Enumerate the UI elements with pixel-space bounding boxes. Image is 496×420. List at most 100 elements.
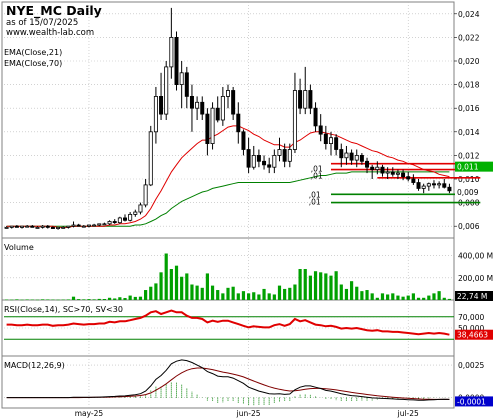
rsi-line xyxy=(6,309,450,336)
candle-body xyxy=(169,37,174,68)
volume-bar xyxy=(386,294,390,300)
candle-body xyxy=(380,166,385,174)
volume-bar xyxy=(154,283,158,300)
x-axis: may-25 jun-25 jul-25 xyxy=(75,409,419,418)
last-price-label-text: 0,009 xyxy=(457,188,479,197)
volume-last-label: 22,74 M xyxy=(455,291,493,301)
volume-bar xyxy=(360,291,364,300)
volume-bar xyxy=(241,291,246,300)
candle-body xyxy=(267,164,272,168)
chart-title: NYE_MC Daily xyxy=(6,3,102,19)
candle-body xyxy=(56,226,61,229)
legend-ema70: EMA(Close,70) xyxy=(4,59,62,68)
candle-body xyxy=(411,178,416,183)
candle-body xyxy=(365,160,370,168)
rsi-thresholds xyxy=(4,316,454,340)
volume-bar xyxy=(391,293,395,300)
volume-bar xyxy=(319,272,323,300)
candle-body xyxy=(287,149,292,162)
candle-body xyxy=(447,186,452,192)
candle-body xyxy=(241,131,246,150)
candle-body xyxy=(323,133,328,145)
volume-bar xyxy=(97,298,101,300)
volume-bar xyxy=(25,299,29,300)
candle-body xyxy=(395,172,400,175)
candle-body xyxy=(117,217,122,224)
volume-bar xyxy=(375,297,379,300)
candle-body xyxy=(179,72,184,86)
volume-bar xyxy=(185,273,189,300)
x-tick-label: jun-25 xyxy=(236,409,261,418)
volume-bar xyxy=(298,269,302,300)
candle-body xyxy=(148,131,153,186)
volume-bar xyxy=(56,299,60,301)
volume-bar xyxy=(210,285,215,300)
candle-body xyxy=(184,72,189,97)
candle-body xyxy=(97,223,102,226)
candle-body xyxy=(20,225,25,228)
candle-body xyxy=(401,172,406,178)
candle-body xyxy=(426,183,431,187)
candle-body xyxy=(292,90,297,150)
price-tick-label: 0,022 xyxy=(458,33,480,42)
x-tick-label: may-25 xyxy=(75,409,104,418)
candle-body xyxy=(45,225,50,228)
candle-body xyxy=(153,96,158,133)
volume-bar xyxy=(226,287,230,300)
candlesticks xyxy=(4,7,452,230)
candle-body xyxy=(164,66,169,115)
volume-bar xyxy=(144,290,148,300)
volume-bar xyxy=(195,285,199,300)
candle-body xyxy=(406,176,411,180)
candle-body xyxy=(226,90,230,97)
level-labels: ,01,01,01,01 xyxy=(309,164,323,206)
rsi-last-label-text: 38,4663 xyxy=(457,331,488,340)
rsi-last-label: 38,4663 xyxy=(455,329,493,340)
candle-body xyxy=(277,149,282,156)
rsi-tick-label: 70,000 xyxy=(458,313,484,322)
price-tick-label: 0,018 xyxy=(458,81,480,90)
price-tick-label: 0,010 xyxy=(458,175,480,184)
volume-bar xyxy=(4,299,9,301)
candle-body xyxy=(174,37,179,86)
candle-body xyxy=(220,96,225,121)
volume-bar xyxy=(370,293,374,300)
volume-bar xyxy=(313,271,318,300)
candle-body xyxy=(359,154,364,162)
candle-body xyxy=(354,154,359,161)
x-tick-label: jul-25 xyxy=(397,409,419,418)
volume-tick-label: 200,00 M xyxy=(458,274,493,283)
volume-bar xyxy=(102,299,107,300)
volume-bar xyxy=(422,297,426,300)
volume-last-label-text: 22,74 M xyxy=(457,292,487,301)
volume-bar xyxy=(200,287,204,300)
candle-body xyxy=(189,96,194,109)
volume-bar xyxy=(15,299,19,300)
price-tick-label: 0,024 xyxy=(458,10,480,19)
candle-body xyxy=(61,226,66,229)
ema21-value-label-text: 0,011 xyxy=(457,163,479,172)
price-tick-label: 0,016 xyxy=(458,104,480,113)
candle-body xyxy=(272,154,277,168)
volume-bar xyxy=(447,298,452,300)
candle-body xyxy=(50,226,55,229)
candle-body xyxy=(138,204,143,213)
candle-body xyxy=(205,113,210,144)
candle-body xyxy=(210,107,215,144)
candle-body xyxy=(416,182,421,189)
candle-body xyxy=(102,223,107,226)
volume-title: Volume xyxy=(4,243,34,252)
volume-bar xyxy=(252,292,256,300)
price-tick-label: 0,020 xyxy=(458,57,480,66)
macd-title: MACD(12,26,9) xyxy=(4,361,65,370)
candle-body xyxy=(133,211,138,215)
candle-body xyxy=(370,166,375,170)
legend-ema21: EMA(Close,21) xyxy=(4,48,62,57)
volume-bar xyxy=(20,299,24,301)
candle-body xyxy=(390,171,395,175)
candle-body xyxy=(246,149,251,168)
candle-body xyxy=(128,213,133,221)
volume-bar xyxy=(123,298,127,300)
candle-body xyxy=(35,226,40,229)
